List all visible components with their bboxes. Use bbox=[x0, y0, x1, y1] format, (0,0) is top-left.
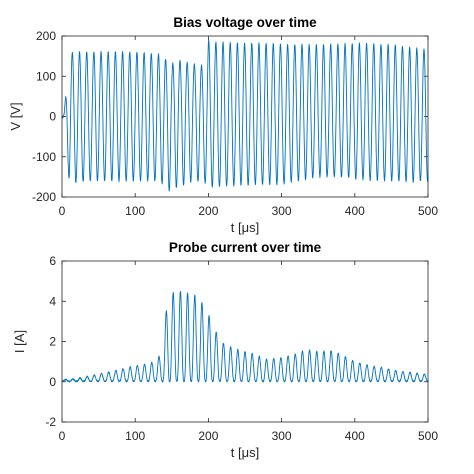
bias-voltage-line bbox=[61, 38, 429, 192]
x-tick-labels: 0 100 200 300 400 500 bbox=[59, 204, 439, 218]
x-tick-label: 200 bbox=[198, 429, 218, 443]
chart-title: Probe current over time bbox=[169, 240, 322, 255]
y-tick-label: 0 bbox=[49, 375, 56, 389]
y-tick-label: 6 bbox=[49, 254, 56, 268]
bias-voltage-plot: Bias voltage over time 0 100 200 300 400… bbox=[8, 15, 438, 235]
plot-frame bbox=[61, 35, 429, 198]
chart-title: Bias voltage over time bbox=[173, 15, 317, 30]
x-axis-label: t [μs] bbox=[231, 445, 259, 460]
y-tick-labels: 200 100 0 -100 -200 bbox=[32, 29, 56, 204]
y-tick-label: 200 bbox=[36, 29, 56, 43]
y-tick-label: -2 bbox=[45, 415, 56, 429]
x-tick-label: 300 bbox=[272, 204, 292, 218]
x-tick-labels: 0 100 200 300 400 500 bbox=[59, 429, 439, 443]
probe-current-line bbox=[61, 290, 429, 383]
plot-frame bbox=[61, 260, 429, 423]
y-tick-label: 100 bbox=[36, 69, 56, 83]
y-tick-label: -100 bbox=[32, 150, 56, 164]
x-tick-label: 0 bbox=[59, 429, 66, 443]
x-tick-label: 500 bbox=[418, 429, 438, 443]
x-tick-label: 100 bbox=[125, 204, 145, 218]
y-tick-label: -200 bbox=[32, 190, 56, 204]
x-tick-label: 400 bbox=[345, 204, 365, 218]
x-tick-label: 400 bbox=[345, 429, 365, 443]
y-axis-label: V [V] bbox=[8, 102, 23, 130]
y-tick-label: 2 bbox=[49, 335, 56, 349]
plot-area bbox=[62, 261, 428, 422]
y-tick-labels: 6 4 2 0 -2 bbox=[45, 254, 56, 429]
x-tick-label: 300 bbox=[272, 429, 292, 443]
x-tick-label: 500 bbox=[418, 204, 438, 218]
x-tick-label: 0 bbox=[59, 204, 66, 218]
x-tick-label: 100 bbox=[125, 429, 145, 443]
y-axis-label: I [A] bbox=[12, 330, 27, 353]
x-axis-label: t [μs] bbox=[231, 220, 259, 235]
y-tick-label: 4 bbox=[49, 294, 56, 308]
probe-current-plot: Probe current over time 0 100 200 300 40… bbox=[12, 240, 438, 460]
x-tick-label: 200 bbox=[198, 204, 218, 218]
y-tick-label: 0 bbox=[49, 110, 56, 124]
